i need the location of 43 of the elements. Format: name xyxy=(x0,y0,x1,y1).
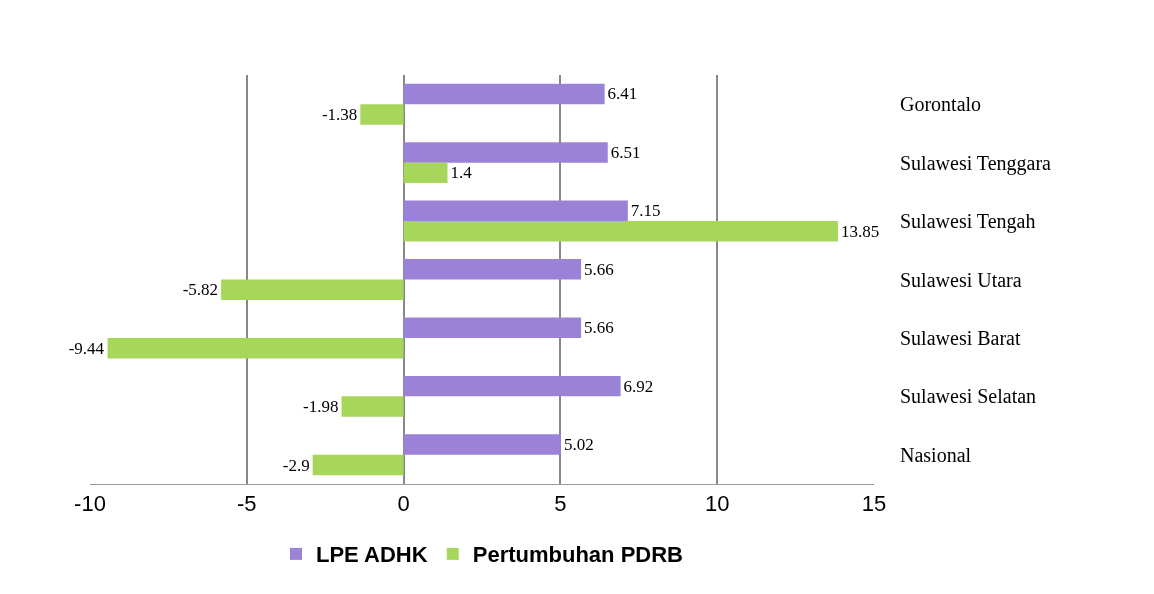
data-label: 13.85 xyxy=(840,221,880,241)
y-tick-label: Gorontalo xyxy=(900,93,982,116)
y-tick-label: Sulawesi Selatan xyxy=(900,385,1037,408)
x-tick-label: -10 xyxy=(74,491,106,517)
bar xyxy=(312,454,404,476)
y-tick-label: Sulawesi Tenggara xyxy=(900,151,1052,175)
bar xyxy=(403,434,562,455)
data-label: -1.98 xyxy=(303,397,339,417)
x-tick-label: 5 xyxy=(554,491,567,517)
data-label: 1.4 xyxy=(450,163,473,183)
bar xyxy=(403,259,582,280)
bar xyxy=(403,317,582,338)
bar xyxy=(403,375,621,397)
bar xyxy=(360,104,404,125)
x-tick-label: -5 xyxy=(237,491,257,517)
data-label: 5.66 xyxy=(584,318,614,338)
x-tick-label: 10 xyxy=(704,491,730,517)
x-tick-label: 0 xyxy=(397,491,410,517)
bar xyxy=(403,162,448,184)
legend-label: LPE ADHK xyxy=(316,542,428,568)
bar xyxy=(403,200,628,222)
data-label: -5.82 xyxy=(182,280,219,300)
data-label: -9.44 xyxy=(68,338,105,358)
data-label: 5.66 xyxy=(584,259,614,279)
data-label: -2.9 xyxy=(282,455,310,475)
bar xyxy=(221,279,404,300)
data-label: 5.02 xyxy=(564,435,594,455)
x-tick-label: 15 xyxy=(861,491,887,517)
y-tick-label: Sulawesi Barat xyxy=(900,326,1021,349)
data-label: 6.41 xyxy=(607,84,638,104)
y-tick-label: Sulawesi Utara xyxy=(900,268,1022,291)
data-label: 6.51 xyxy=(610,142,641,162)
data-label: -1.38 xyxy=(321,104,358,124)
data-label: 7.15 xyxy=(630,201,661,221)
data-label: 6.92 xyxy=(623,376,654,396)
bar xyxy=(403,142,608,163)
y-tick-label: Sulawesi Tengah xyxy=(900,210,1036,234)
legend-label: Pertumbuhan PDRB xyxy=(472,542,683,568)
y-tick-label: Nasional xyxy=(900,443,972,466)
bar xyxy=(403,83,605,105)
bar xyxy=(403,221,838,242)
bar xyxy=(107,337,404,359)
bar xyxy=(341,396,404,417)
